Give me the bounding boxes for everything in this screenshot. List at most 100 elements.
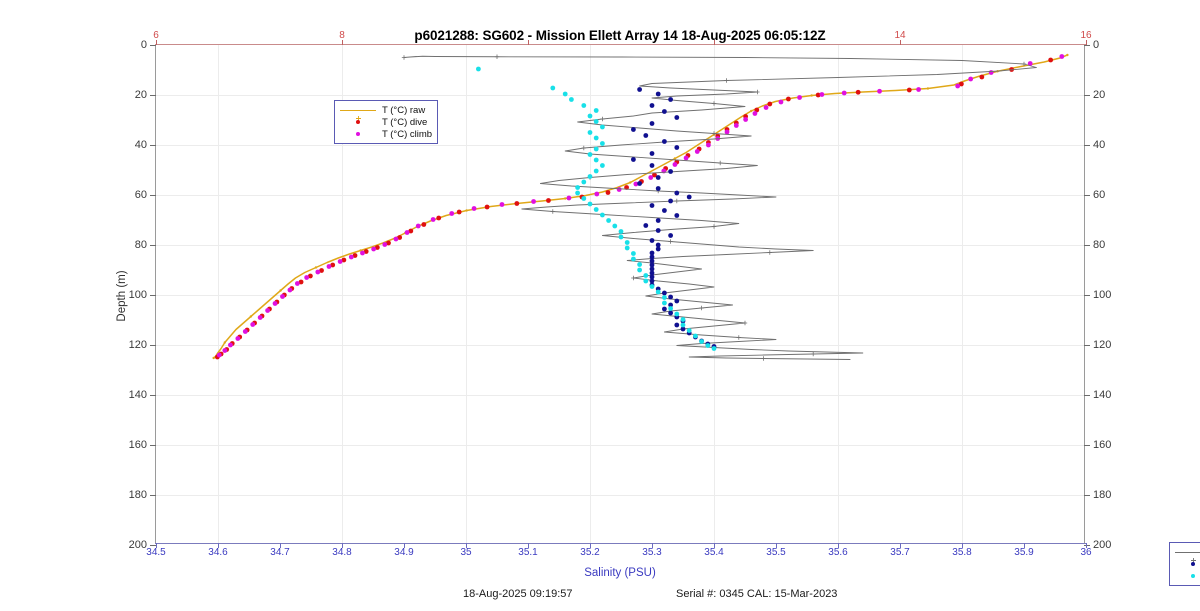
series-point [374, 245, 380, 250]
depth-tick [150, 95, 156, 96]
temperature-tick [900, 40, 901, 45]
series-point [315, 269, 321, 275]
legend-dot-swatch [1175, 559, 1200, 570]
temperature-legend-item[interactable]: T (°C) dive [340, 116, 432, 128]
series-marker [711, 131, 717, 136]
series-point [360, 250, 365, 256]
series-point [393, 236, 399, 242]
temperature-legend-item[interactable]: T (°C) climb [340, 128, 432, 140]
salinity-legend-item[interactable]: S raw [1175, 546, 1200, 563]
series-point [662, 300, 667, 306]
series-point [618, 229, 624, 234]
series-marker [401, 55, 407, 60]
series-point [216, 352, 222, 358]
series-marker [711, 224, 717, 229]
series-point [649, 266, 655, 272]
depth-tick-label: 160 [128, 439, 147, 451]
salinity-tick-label: 35.1 [518, 547, 538, 558]
depth-tick [1084, 495, 1090, 496]
gridline-horizontal [156, 345, 1084, 346]
series-point [1027, 61, 1033, 66]
series-marker [631, 275, 636, 281]
series-point [655, 228, 661, 233]
series-point [767, 101, 773, 107]
salinity-tick [218, 543, 219, 548]
series-marker [736, 335, 741, 340]
legend-dot [1191, 562, 1195, 566]
series-point [877, 88, 882, 94]
temperature-tick-label: 6 [153, 30, 159, 41]
depth-tick [150, 545, 156, 546]
temperature-tick [156, 40, 157, 45]
gridline-horizontal [156, 495, 1084, 496]
salinity-tick-label: 35.5 [766, 547, 786, 558]
series-point [649, 254, 655, 260]
series-point [581, 196, 587, 201]
series-point [222, 348, 228, 353]
series-point [649, 103, 655, 108]
series-s-raw [401, 54, 1037, 361]
series-marker [674, 198, 679, 204]
depth-tick-label: 80 [1093, 239, 1106, 251]
series-point [958, 81, 964, 87]
salinity-legend-item[interactable]: S dive [1175, 558, 1200, 570]
series-point [752, 111, 758, 116]
series-point [600, 141, 605, 146]
temperature-tick [1086, 40, 1087, 45]
salinity-tick-label: 35.3 [642, 547, 662, 558]
temperature-legend-item[interactable]: T (°C) raw [340, 104, 432, 121]
series-point [637, 87, 642, 92]
series-point [287, 287, 293, 293]
salinity-legend-item[interactable]: S climb [1175, 570, 1200, 582]
series-point [797, 95, 802, 100]
series-point [272, 301, 278, 306]
series-t-c-climb [216, 54, 1065, 358]
series-point [668, 169, 673, 174]
series-point [581, 179, 587, 185]
series-point [605, 190, 611, 195]
legend-line [340, 109, 376, 112]
salinity-tick [342, 543, 343, 548]
depth-tick [1084, 245, 1090, 246]
series-point [649, 270, 655, 276]
depth-tick [1084, 345, 1090, 346]
series-point [686, 194, 692, 200]
legend-line-swatch [340, 105, 376, 121]
series-point [371, 246, 377, 252]
series-point [404, 230, 410, 235]
depth-tick-label: 120 [128, 339, 147, 351]
temperature-tick [342, 40, 343, 45]
series-point [674, 298, 680, 304]
gridline-horizontal [156, 295, 1084, 296]
salinity-tick [466, 543, 467, 548]
series-point [662, 109, 667, 114]
depth-tick-label: 20 [134, 89, 147, 101]
depth-tick-label: 100 [128, 289, 147, 301]
series-marker [314, 266, 318, 269]
series-point [693, 333, 698, 339]
gridline-vertical [218, 45, 219, 543]
series-point [763, 105, 769, 110]
series-point [724, 129, 730, 135]
legend-salinity: S rawS diveS climb [1169, 542, 1200, 586]
depth-tick-label: 60 [134, 189, 147, 201]
salinity-tick [404, 543, 405, 548]
series-point [476, 66, 481, 72]
salinity-tick-label: 35.2 [580, 547, 600, 558]
series-point [655, 246, 661, 252]
series-point [593, 207, 599, 212]
depth-tick [150, 245, 156, 246]
temperature-tick-label: 16 [1080, 30, 1092, 41]
series-point [341, 257, 347, 263]
series-point [616, 187, 622, 192]
footer-serial: Serial #: 0345 CAL: 15-Mar-2023 [676, 588, 838, 600]
series-point [242, 329, 248, 334]
salinity-tick [528, 543, 529, 548]
series-point [680, 317, 686, 322]
salinity-tick [962, 543, 963, 548]
depth-tick [1084, 295, 1090, 296]
series-point [683, 155, 689, 161]
series-point [655, 289, 661, 295]
depth-tick [1084, 195, 1090, 196]
page-title: p6021288: SG602 - Mission Ellett Array 1… [414, 28, 826, 43]
